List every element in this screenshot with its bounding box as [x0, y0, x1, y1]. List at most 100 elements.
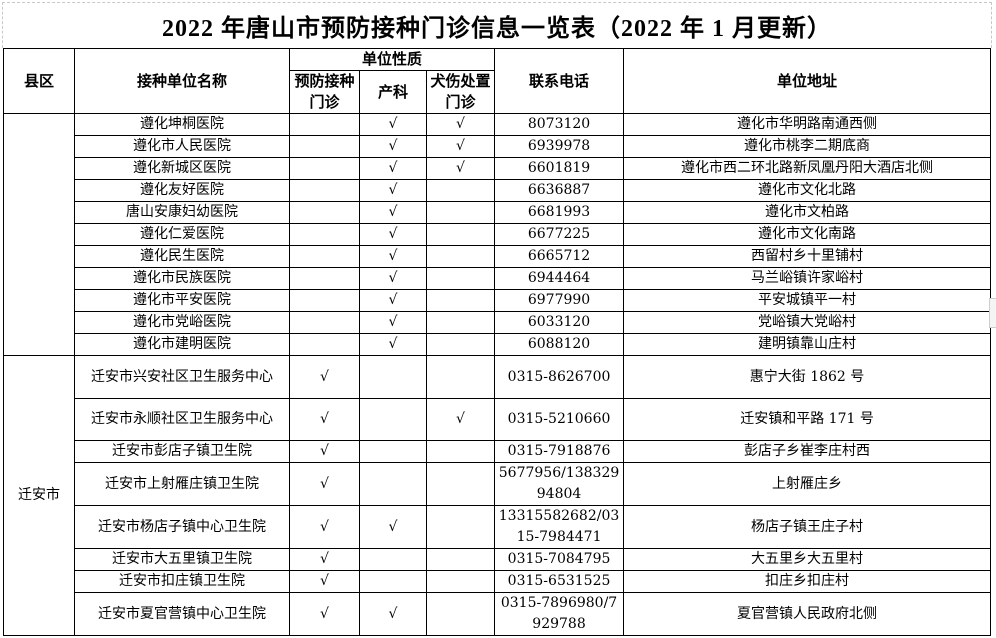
clinic-table: 县区 接种单位名称 单位性质 联系电话 单位地址 预防接种门诊 产科 犬伤处置门… [3, 48, 992, 636]
obstetrics-check: √ [359, 113, 427, 136]
obstetrics-check: √ [359, 333, 427, 356]
obstetrics-check [359, 355, 427, 399]
dog-bite-check [425, 179, 496, 202]
check-mark-icon: √ [320, 518, 329, 535]
prevent-check [289, 179, 360, 202]
prevent-check: √ [289, 570, 360, 593]
check-mark-icon: √ [388, 605, 398, 622]
address: 遵化市文化北路 [623, 179, 992, 202]
address: 扣庄乡扣庄村 [623, 570, 992, 593]
dog-bite-check [425, 505, 496, 549]
unit-name: 迁安市永顺社区卫生服务中心 [74, 398, 290, 441]
check-mark-icon: √ [388, 182, 398, 198]
dog-bite-check [425, 289, 496, 312]
dog-bite-check [425, 355, 496, 399]
prevent-check [289, 267, 360, 290]
dog-bite-check [425, 223, 496, 246]
check-mark-icon: √ [388, 116, 398, 132]
unit-name: 迁安市夏官营镇中心卫生院 [74, 592, 290, 636]
address: 夏官营镇人民政府北侧 [623, 592, 992, 636]
table-row: 遵化友好医院 √ 6636887 遵化市文化北路 [4, 179, 992, 202]
table-row: 遵化坤桐医院 √ √ 8073120 遵化市华明路南通西侧 [3, 113, 992, 356]
header-name: 接种单位名称 [74, 48, 290, 114]
dog-bite-check [425, 267, 496, 290]
phone: 0315-7918876 [494, 440, 625, 463]
prevent-check [289, 223, 360, 246]
phone: 6677225 [494, 223, 625, 246]
prevent-check [289, 289, 360, 312]
prevent-check [289, 157, 360, 180]
dog-bite-check: √ [425, 157, 496, 180]
unit-name: 遵化新城区医院 [74, 157, 290, 180]
county-cell: 迁安市 [3, 355, 75, 636]
unit-name: 遵化市人民医院 [74, 135, 290, 158]
obstetrics-check: √ [359, 179, 427, 202]
table-row: 遵化仁爱医院 √ 6677225 遵化市文化南路 [4, 223, 992, 246]
phone: 8073120 [494, 113, 625, 136]
phone: 6944464 [494, 267, 625, 290]
table-row: 遵化市党峪医院 √ 6033120 党峪镇大党峪村 [4, 311, 992, 334]
phone: 6665712 [494, 245, 625, 268]
unit-name: 遵化市建明医院 [74, 333, 290, 356]
prevent-check: √ [289, 548, 360, 571]
unit-name: 遵化民生医院 [74, 245, 290, 268]
check-mark-icon: √ [388, 204, 398, 220]
phone: 0315-6531525 [494, 570, 625, 593]
prevent-check: √ [289, 398, 360, 441]
phone: 0315-5210660 [494, 398, 625, 441]
unit-name: 遵化坤桐医院 [74, 113, 290, 136]
address: 党峪镇大党峪村 [623, 311, 992, 334]
table-row: 遵化市建明医院 √ 6088120 建明镇靠山庄村 [4, 333, 992, 356]
unit-name: 迁安市大五里镇卫生院 [74, 548, 290, 571]
header-phone: 联系电话 [494, 48, 625, 114]
check-mark-icon: √ [388, 518, 398, 535]
check-mark-icon: √ [388, 248, 398, 264]
table-row: 遵化市平安医院 √ 6977990 平安城镇平一村 [4, 289, 992, 312]
prevent-check: √ [289, 462, 360, 506]
table-row: 迁安市大五里镇卫生院 √ 0315-7084795 大五里乡大五里村 [4, 548, 992, 571]
check-mark-icon: √ [388, 314, 398, 330]
address: 杨店子镇王庄子村 [623, 505, 992, 549]
table-row: 迁安市永顺社区卫生服务中心 √ √ 0315-5210660 迁安镇和平路 171 号 [4, 398, 992, 441]
check-mark-icon: √ [388, 160, 398, 176]
table-row: 迁安市杨店子镇中心卫生院 √ √ 13315582682/0315-7984471 杨店… [4, 505, 992, 549]
phone: 13315582682/0315-7984471 [494, 505, 625, 549]
obstetrics-check: √ [359, 505, 427, 549]
check-mark-icon: √ [388, 270, 398, 286]
dog-bite-check: √ [425, 398, 496, 441]
check-mark-icon: √ [320, 475, 329, 492]
prevent-check: √ [289, 355, 360, 399]
scroll-handle[interactable] [989, 298, 996, 328]
check-mark-icon: √ [388, 138, 398, 154]
address: 遵化市文化南路 [623, 223, 992, 246]
page-title: 2022 年唐山市预防接种门诊信息一览表（2022 年 1 月更新） [162, 16, 832, 42]
obstetrics-check: √ [359, 201, 427, 224]
unit-name: 迁安市兴安社区卫生服务中心 [74, 355, 290, 399]
obstetrics-check: √ [359, 592, 427, 636]
prevent-check [289, 245, 360, 268]
prevent-check [289, 201, 360, 224]
prevent-check: √ [289, 440, 360, 463]
phone: 0315-8626700 [494, 355, 625, 399]
prevent-check [289, 135, 360, 158]
check-mark-icon: √ [320, 411, 329, 427]
header-obstetrics: 产科 [359, 70, 427, 114]
phone: 0315-7896980/7929788 [494, 592, 625, 636]
address: 马兰峪镇许家峪村 [623, 267, 992, 290]
phone: 0315-7084795 [494, 548, 625, 571]
header-prevent: 预防接种门诊 [289, 70, 360, 114]
phone: 6636887 [494, 179, 625, 202]
check-mark-icon: √ [388, 336, 398, 352]
phone: 6601819 [494, 157, 625, 180]
dog-bite-check [425, 570, 496, 593]
header-nature: 单位性质 [288, 48, 496, 71]
check-mark-icon: √ [320, 551, 329, 567]
obstetrics-check: √ [359, 289, 427, 312]
phone: 6033120 [494, 311, 625, 334]
dog-bite-check [425, 440, 496, 463]
table-row: 遵化民生医院 √ 6665712 西留村乡十里铺村 [4, 245, 992, 268]
obstetrics-check: √ [359, 245, 427, 268]
obstetrics-check: √ [359, 157, 427, 180]
unit-name: 迁安市扣庄镇卫生院 [74, 570, 290, 593]
address: 遵化市西二环北路新凤凰丹阳大酒店北侧 [623, 157, 992, 180]
